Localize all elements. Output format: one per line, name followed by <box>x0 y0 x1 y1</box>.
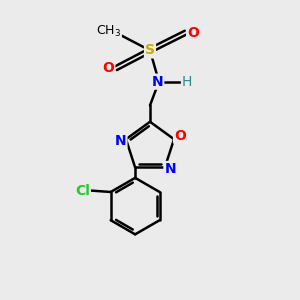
Text: N: N <box>164 162 176 176</box>
Text: Cl: Cl <box>75 184 90 197</box>
Text: O: O <box>187 26 199 40</box>
Text: S: S <box>145 44 155 57</box>
Text: O: O <box>103 61 114 75</box>
Text: O: O <box>174 129 186 143</box>
Text: N: N <box>152 75 163 88</box>
Text: CH$_3$: CH$_3$ <box>96 24 121 39</box>
Text: H: H <box>182 75 192 88</box>
Text: N: N <box>115 134 126 148</box>
